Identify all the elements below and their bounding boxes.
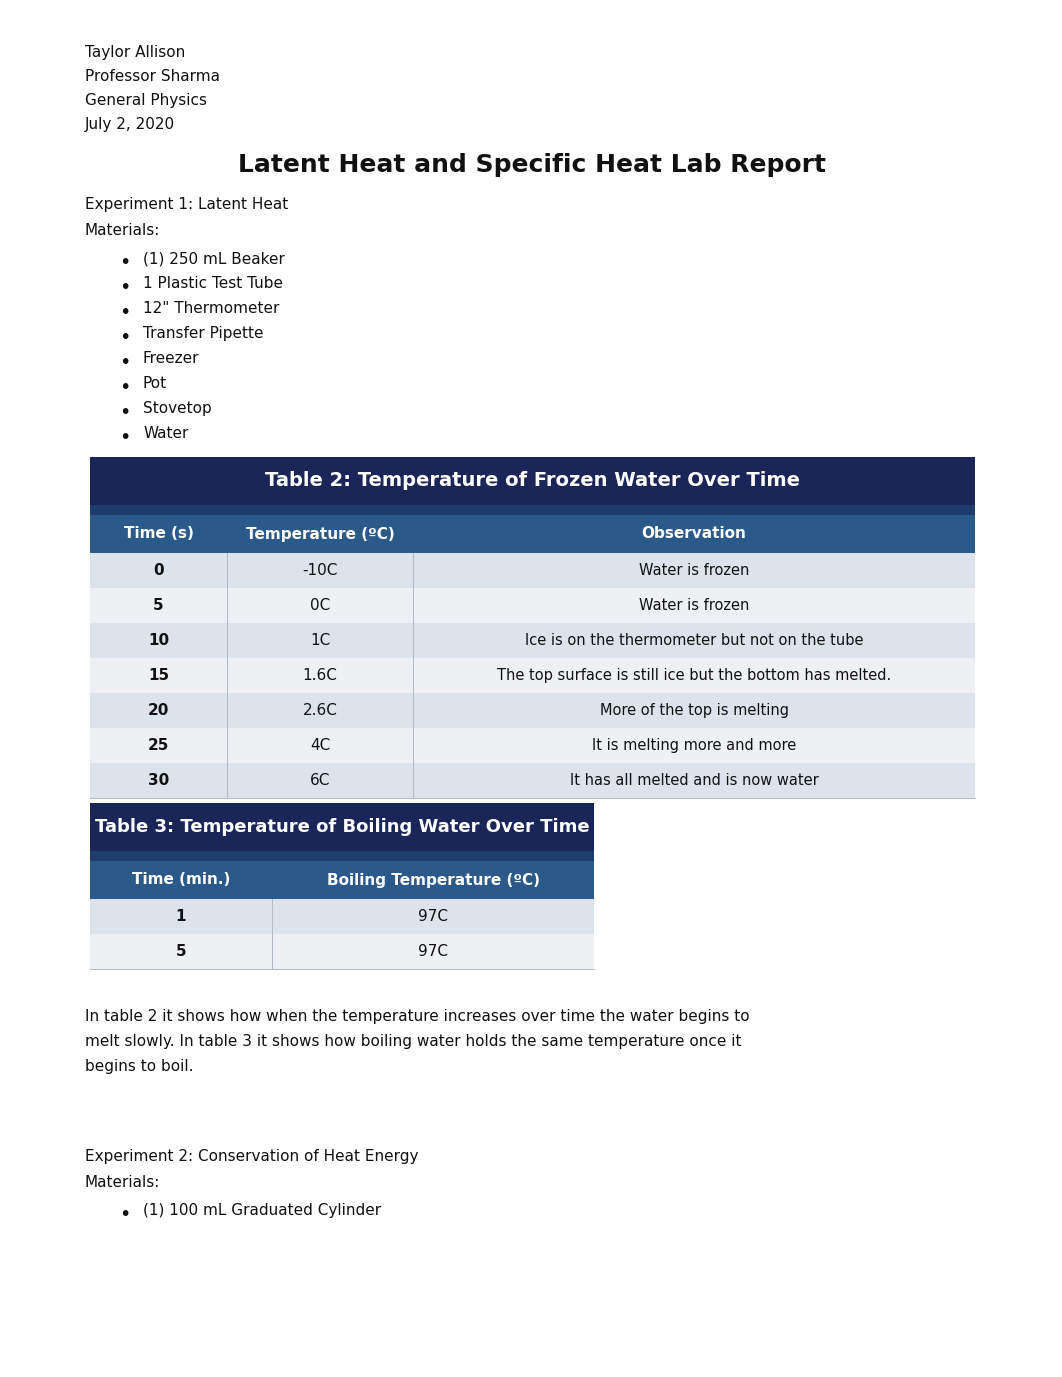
Text: 4C: 4C	[310, 738, 330, 753]
Text: (1) 100 mL Graduated Cylinder: (1) 100 mL Graduated Cylinder	[143, 1203, 381, 1219]
Text: 1: 1	[175, 909, 186, 924]
Text: Temperature (ºC): Temperature (ºC)	[245, 526, 394, 541]
Text: Experiment 1: Latent Heat: Experiment 1: Latent Heat	[85, 197, 288, 212]
Text: Experiment 2: Conservation of Heat Energy: Experiment 2: Conservation of Heat Energ…	[85, 1148, 418, 1164]
Text: 20: 20	[148, 704, 169, 717]
Text: •: •	[119, 353, 131, 372]
Bar	[90, 505, 975, 515]
Text: •: •	[119, 1205, 131, 1224]
Text: 15: 15	[148, 668, 169, 683]
Bar	[90, 728, 975, 763]
Text: 30: 30	[148, 772, 169, 788]
Text: Time (s): Time (s)	[123, 526, 193, 541]
Text: Professor Sharma: Professor Sharma	[85, 69, 220, 84]
Text: Pot: Pot	[143, 376, 167, 391]
Text: 1C: 1C	[310, 633, 330, 649]
Bar	[90, 851, 595, 861]
Bar	[90, 658, 975, 693]
Text: Table 3: Temperature of Boiling Water Over Time: Table 3: Temperature of Boiling Water Ov…	[95, 818, 589, 836]
Text: Ice is on the thermometer but not on the tube: Ice is on the thermometer but not on the…	[525, 633, 863, 649]
Text: •: •	[119, 253, 131, 273]
Text: •: •	[119, 379, 131, 397]
Text: Table 2: Temperature of Frozen Water Over Time: Table 2: Temperature of Frozen Water Ove…	[266, 471, 800, 490]
Text: 97C: 97C	[418, 909, 448, 924]
Text: More of the top is melting: More of the top is melting	[600, 704, 788, 717]
Text: 97C: 97C	[418, 945, 448, 958]
Text: (1) 250 mL Beaker: (1) 250 mL Beaker	[143, 251, 285, 266]
Text: Water is frozen: Water is frozen	[639, 563, 749, 578]
Text: 12" Thermometer: 12" Thermometer	[143, 302, 279, 315]
Text: Water is frozen: Water is frozen	[639, 598, 749, 613]
Bar	[90, 588, 975, 622]
Bar	[90, 457, 975, 505]
Text: Materials:: Materials:	[85, 1175, 160, 1190]
Text: 0C: 0C	[310, 598, 330, 613]
Text: •: •	[119, 328, 131, 347]
Bar	[90, 803, 595, 851]
Text: 2.6C: 2.6C	[303, 704, 338, 717]
Bar	[90, 515, 975, 554]
Bar	[90, 763, 975, 799]
Text: 25: 25	[148, 738, 169, 753]
Text: Boiling Temperature (ºC): Boiling Temperature (ºC)	[326, 873, 539, 888]
Text: Freezer: Freezer	[143, 351, 200, 366]
Text: Materials:: Materials:	[85, 223, 160, 238]
Text: •: •	[119, 403, 131, 421]
Text: Taylor Allison: Taylor Allison	[85, 45, 185, 61]
Text: July 2, 2020: July 2, 2020	[85, 117, 175, 132]
Text: •: •	[119, 428, 131, 448]
Text: 10: 10	[148, 633, 169, 649]
Text: It has all melted and is now water: It has all melted and is now water	[569, 772, 819, 788]
Bar	[90, 861, 595, 899]
Text: 1.6C: 1.6C	[303, 668, 338, 683]
Text: Latent Heat and Specific Heat Lab Report: Latent Heat and Specific Heat Lab Report	[239, 153, 826, 178]
Text: 0: 0	[153, 563, 164, 578]
Text: 6C: 6C	[310, 772, 330, 788]
Text: •: •	[119, 303, 131, 322]
Text: Water: Water	[143, 425, 188, 441]
Bar	[90, 554, 975, 588]
Text: Stovetop: Stovetop	[143, 401, 211, 416]
Text: •: •	[119, 278, 131, 297]
Bar	[90, 934, 595, 969]
Text: 5: 5	[175, 945, 186, 958]
Text: Time (min.): Time (min.)	[132, 873, 230, 888]
Text: General Physics: General Physics	[85, 94, 207, 107]
Text: melt slowly. In table 3 it shows how boiling water holds the same temperature on: melt slowly. In table 3 it shows how boi…	[85, 1034, 741, 1049]
Text: begins to boil.: begins to boil.	[85, 1059, 193, 1074]
Text: Transfer Pipette: Transfer Pipette	[143, 326, 263, 341]
Bar	[90, 622, 975, 658]
Text: The top surface is still ice but the bottom has melted.: The top surface is still ice but the bot…	[497, 668, 891, 683]
Text: In table 2 it shows how when the temperature increases over time the water begin: In table 2 it shows how when the tempera…	[85, 1009, 750, 1024]
Text: 1 Plastic Test Tube: 1 Plastic Test Tube	[143, 275, 282, 291]
Text: 5: 5	[153, 598, 164, 613]
Text: It is melting more and more: It is melting more and more	[592, 738, 796, 753]
Bar	[90, 899, 595, 934]
Bar	[90, 693, 975, 728]
Text: Observation: Observation	[641, 526, 747, 541]
Text: -10C: -10C	[303, 563, 338, 578]
